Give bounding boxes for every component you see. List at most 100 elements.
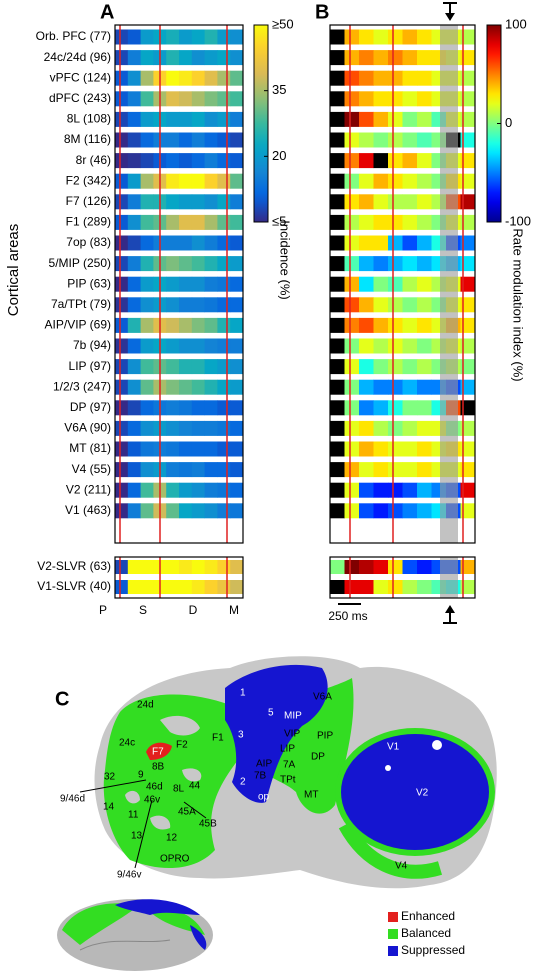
heat-cell bbox=[179, 317, 193, 333]
heat-cell bbox=[373, 503, 389, 519]
heat-cell bbox=[402, 194, 418, 210]
heat-cell bbox=[402, 173, 418, 189]
heat-cell bbox=[388, 235, 403, 251]
heat-cell bbox=[115, 132, 129, 148]
heat-cell bbox=[115, 214, 129, 230]
heat-cell bbox=[115, 297, 129, 313]
row-label: V2 (211) bbox=[66, 482, 111, 496]
heat-cell bbox=[179, 194, 193, 210]
legend-label: Balanced bbox=[401, 926, 451, 940]
heat-cell bbox=[115, 235, 129, 251]
heat-cell bbox=[417, 379, 432, 395]
heat-cell bbox=[330, 111, 345, 127]
heat-cell bbox=[217, 235, 231, 251]
colorbar-label: Incidence (%) bbox=[278, 220, 293, 299]
heat-cell bbox=[388, 132, 403, 148]
heat-cell bbox=[344, 503, 360, 519]
area-label: AIP bbox=[256, 759, 272, 770]
heat-cell bbox=[179, 462, 193, 478]
heat-cell bbox=[204, 70, 218, 86]
heat-cell bbox=[115, 29, 129, 45]
heat-cell bbox=[388, 580, 403, 594]
heat-cell bbox=[388, 50, 403, 66]
area-label: 45B bbox=[199, 819, 217, 830]
heat-cell bbox=[402, 317, 418, 333]
heat-cell bbox=[373, 91, 389, 107]
heat-cell bbox=[179, 111, 193, 127]
panel-label: C bbox=[55, 688, 69, 710]
heat-cell bbox=[344, 317, 360, 333]
area-label: 9/46v bbox=[117, 870, 141, 881]
heat-cell bbox=[344, 297, 360, 313]
heat-cell bbox=[217, 338, 231, 354]
legend-swatch bbox=[388, 946, 398, 956]
heat-cell bbox=[373, 379, 389, 395]
heat-cell bbox=[330, 441, 345, 457]
heat-cell bbox=[140, 276, 154, 292]
legend-label: Enhanced bbox=[401, 909, 455, 923]
heat-cell bbox=[359, 111, 374, 127]
heat-cell bbox=[388, 276, 403, 292]
heat-cell bbox=[166, 194, 180, 210]
heat-cell bbox=[330, 256, 345, 272]
heat-cell bbox=[388, 29, 403, 45]
heat-cell bbox=[373, 400, 389, 416]
heat-cell bbox=[373, 50, 389, 66]
heat-cell bbox=[417, 482, 432, 498]
heat-cell bbox=[359, 194, 374, 210]
heat-cell bbox=[204, 400, 218, 416]
heat-cell bbox=[191, 256, 205, 272]
heat-cell bbox=[230, 580, 244, 594]
heat-cell bbox=[179, 91, 193, 107]
heat-cell bbox=[460, 29, 476, 45]
heat-cell bbox=[388, 441, 403, 457]
heat-cell bbox=[359, 276, 374, 292]
heat-cell bbox=[417, 50, 432, 66]
row-label: V2-SLVR (63) bbox=[37, 559, 111, 573]
heat-cell bbox=[460, 462, 476, 478]
heat-cell bbox=[217, 111, 231, 127]
heat-cell bbox=[373, 462, 389, 478]
heat-cell bbox=[127, 235, 141, 251]
heat-cell bbox=[460, 441, 476, 457]
row-label: PIP (63) bbox=[67, 276, 111, 290]
x-tick-label: S bbox=[139, 603, 147, 617]
heat-cell bbox=[402, 338, 418, 354]
heat-cell bbox=[402, 132, 418, 148]
heat-cell bbox=[217, 276, 231, 292]
heat-cell bbox=[115, 400, 129, 416]
heat-cell bbox=[191, 70, 205, 86]
heat-cell bbox=[217, 91, 231, 107]
heat-cell bbox=[179, 560, 193, 574]
heat-cell bbox=[204, 276, 218, 292]
row-label: F7 (126) bbox=[66, 194, 111, 208]
heat-cell bbox=[388, 400, 403, 416]
heat-cell bbox=[402, 50, 418, 66]
heat-cell bbox=[344, 276, 360, 292]
heat-cell bbox=[344, 153, 360, 169]
area-label: op bbox=[258, 792, 270, 803]
heat-cell bbox=[460, 111, 476, 127]
row-label: dPFC (243) bbox=[49, 91, 111, 105]
heat-cell bbox=[166, 132, 180, 148]
heat-cell bbox=[179, 214, 193, 230]
heat-cell bbox=[166, 462, 180, 478]
frame bbox=[329, 24, 476, 544]
heat-cell bbox=[140, 91, 154, 107]
heat-cell bbox=[373, 338, 389, 354]
heat-cell bbox=[373, 70, 389, 86]
heat-cell bbox=[330, 580, 345, 594]
area-label: 14 bbox=[103, 802, 115, 813]
heat-cell bbox=[115, 194, 129, 210]
heat-cell bbox=[140, 420, 154, 436]
heat-cell bbox=[127, 50, 141, 66]
heat-cell bbox=[230, 132, 244, 148]
heat-cell bbox=[344, 235, 360, 251]
colorbar-tick-label: 35 bbox=[272, 82, 286, 97]
heat-cell bbox=[204, 29, 218, 45]
heat-cell bbox=[115, 379, 129, 395]
colorbar-tick-label: -100 bbox=[505, 213, 531, 228]
area-label: 7B bbox=[254, 771, 267, 782]
row-label: V1-SLVR (40) bbox=[37, 579, 111, 593]
